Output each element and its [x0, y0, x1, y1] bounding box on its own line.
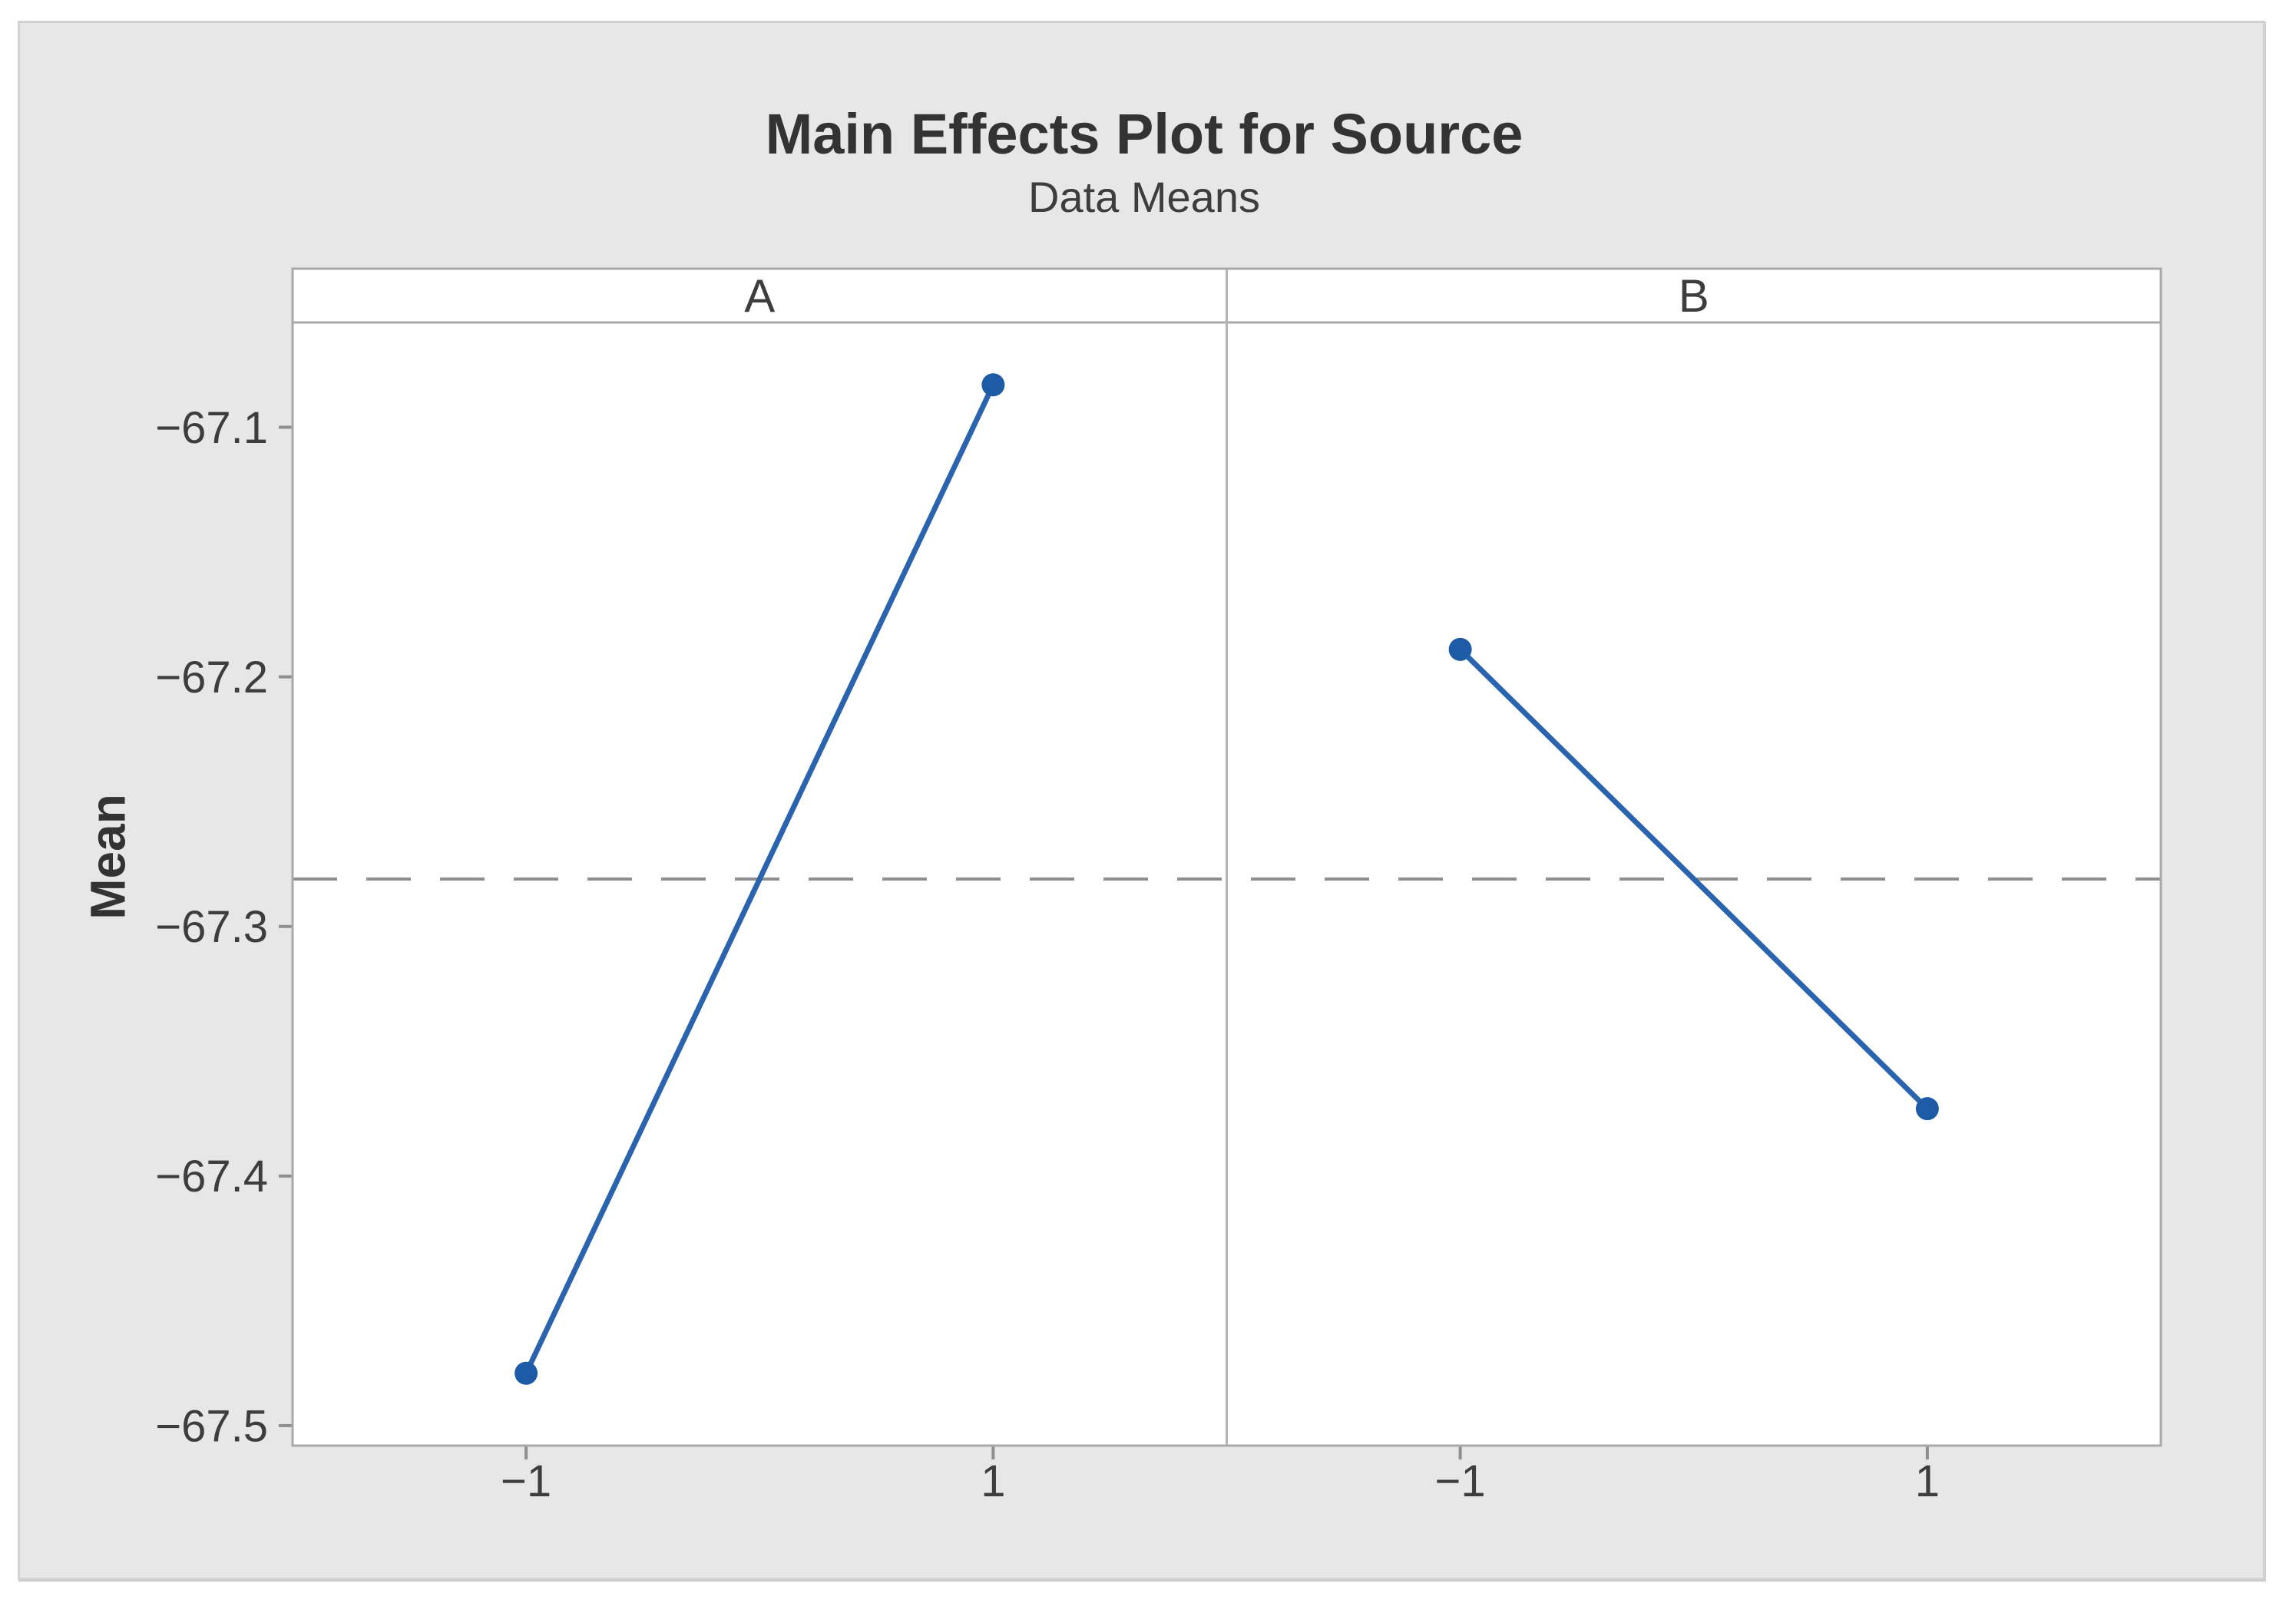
plot-frame-border	[291, 267, 2162, 1447]
series-line-B	[1458, 647, 1930, 1111]
plot-region: −67.1 −67.2 −67.3 −67.4 −67.5 −1 1 A −1 1 B	[155, 267, 2162, 1506]
data-point-A--1	[514, 1361, 538, 1385]
y-tick-label: −67.2	[155, 653, 268, 702]
chart-title: Main Effects Plot for Source	[766, 102, 1523, 166]
y-tick-label: −67.1	[155, 403, 268, 453]
y-axis-label: Mean	[80, 794, 135, 920]
series-line-A	[523, 383, 996, 1375]
data-point-A-1	[981, 373, 1005, 397]
y-tick-label: −67.3	[155, 902, 268, 952]
y-tick-label: −67.5	[155, 1401, 268, 1451]
data-point-B--1	[1448, 637, 1472, 661]
y-tick-label: −67.4	[155, 1152, 268, 1201]
x-tick-label: −1	[1435, 1456, 1486, 1506]
x-tick-label: 1	[981, 1456, 1005, 1506]
data-point-B-1	[1915, 1097, 1939, 1121]
chart-subtitle: Data Means	[1028, 173, 1260, 221]
panel-header-label-B: B	[1679, 270, 1709, 322]
panel-header-label-A: A	[744, 270, 775, 322]
x-tick-label: 1	[1915, 1456, 1940, 1506]
x-tick-label: −1	[501, 1456, 551, 1506]
